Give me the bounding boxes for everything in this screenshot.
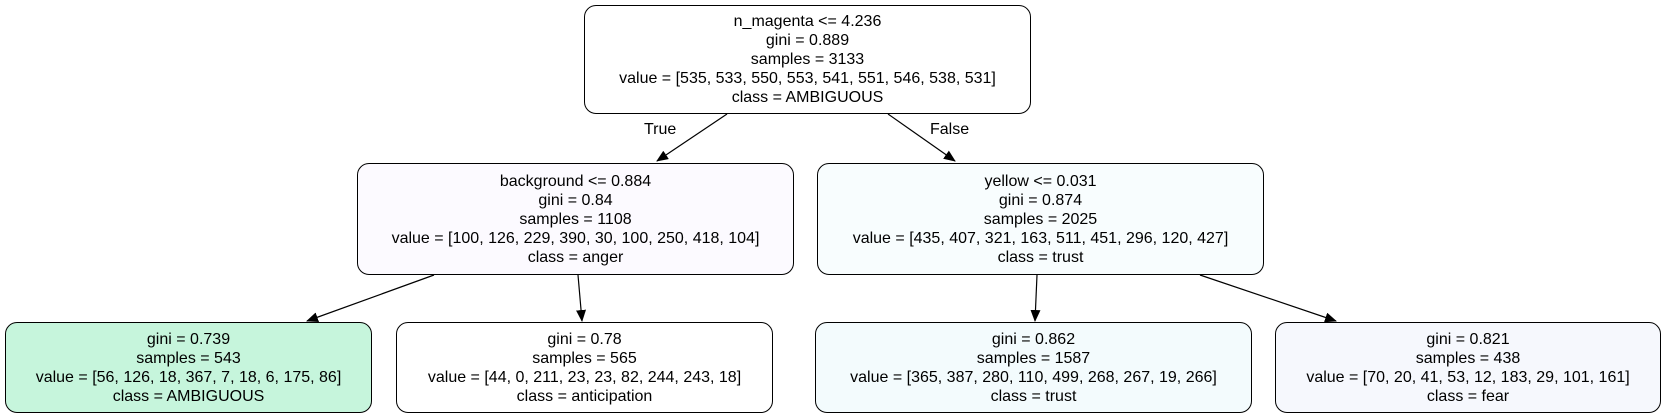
tree-leaf-3: gini = 0.862 samples = 1587 value = [365… <box>815 322 1252 413</box>
node-value: value = [435, 407, 321, 163, 511, 451, 2… <box>852 229 1229 247</box>
tree-node-right: yellow <= 0.031 gini = 0.874 samples = 2… <box>817 163 1264 275</box>
node-class: class = anticipation <box>516 387 653 405</box>
node-samples: samples = 3133 <box>750 51 865 68</box>
tree-leaf-2: gini = 0.78 samples = 565 value = [44, 0… <box>396 322 773 413</box>
node-gini: gini = 0.84 <box>538 191 613 209</box>
tree-node-left: background <= 0.884 gini = 0.84 samples … <box>357 163 794 275</box>
node-value: value = [365, 387, 280, 110, 499, 268, 2… <box>850 368 1217 386</box>
node-samples: samples = 543 <box>136 349 241 367</box>
node-value: value = [44, 0, 211, 23, 23, 82, 244, 24… <box>427 368 742 386</box>
node-gini: gini = 0.874 <box>998 191 1083 209</box>
node-split-condition: yellow <= 0.031 <box>984 172 1097 190</box>
node-samples: samples = 1587 <box>976 349 1091 367</box>
node-samples: samples = 565 <box>532 349 637 367</box>
node-gini: gini = 0.739 <box>146 330 231 348</box>
tree-leaf-4: gini = 0.821 samples = 438 value = [70, … <box>1275 322 1661 413</box>
edge-right-leaf4 <box>1199 274 1337 323</box>
edge-root-right <box>887 113 956 162</box>
node-value: value = [70, 20, 41, 53, 12, 183, 29, 10… <box>1306 368 1630 386</box>
edge-left-leaf2 <box>576 274 587 322</box>
node-samples: samples = 438 <box>1415 349 1521 367</box>
node-class: class = fear <box>1426 387 1510 405</box>
node-value: value = [56, 126, 18, 367, 7, 18, 6, 175… <box>35 368 342 386</box>
node-samples: samples = 2025 <box>983 210 1098 228</box>
node-split-condition: n_magenta <= 4.236 <box>733 13 882 30</box>
edge-left-leaf1 <box>306 274 435 322</box>
edge-right-leaf3 <box>1030 274 1041 322</box>
node-gini: gini = 0.78 <box>547 330 622 348</box>
node-class: class = trust <box>990 387 1077 405</box>
tree-leaf-1: gini = 0.739 samples = 543 value = [56, … <box>5 322 372 413</box>
node-value: value = [535, 533, 550, 553, 541, 551, 5… <box>619 70 996 87</box>
node-value: value = [100, 126, 229, 390, 30, 100, 25… <box>391 229 760 247</box>
node-class: class = anger <box>527 248 624 266</box>
node-gini: gini = 0.862 <box>991 330 1076 348</box>
node-gini: gini = 0.821 <box>1426 330 1510 348</box>
node-class: class = AMBIGUOUS <box>731 89 884 106</box>
edge-label-false: False <box>930 121 970 138</box>
node-gini: gini = 0.889 <box>765 32 850 49</box>
node-samples: samples = 1108 <box>519 210 632 228</box>
tree-node-root: n_magenta <= 4.236 gini = 0.889 samples … <box>584 5 1031 114</box>
edge-label-true: True <box>644 121 677 138</box>
edge-root-left <box>656 113 728 162</box>
node-class: class = AMBIGUOUS <box>112 387 265 405</box>
node-class: class = trust <box>997 248 1084 266</box>
node-split-condition: background <= 0.884 <box>499 172 652 190</box>
